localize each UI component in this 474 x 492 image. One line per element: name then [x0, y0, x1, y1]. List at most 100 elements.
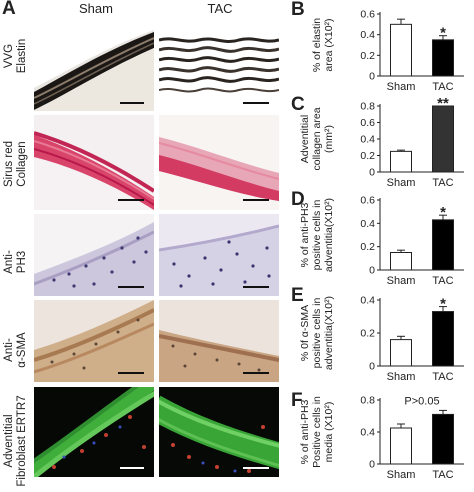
micrograph-sirius-sham	[34, 115, 154, 210]
scale-bar	[243, 467, 269, 469]
panel-letter-c: C	[291, 94, 305, 115]
y-axis-label: % of anti-PH3	[299, 202, 311, 267]
row-label-line: Anti-	[3, 338, 15, 362]
significance-annotation: **	[437, 95, 449, 112]
column-header-tac: TAC	[207, 1, 233, 16]
micrograph-ph3-tac	[159, 214, 279, 296]
y-axis-label: positive cells in	[311, 200, 323, 271]
y-axis-label: % 0f α-SMA	[299, 305, 311, 361]
scale-bar	[243, 199, 269, 201]
x-tick-label: TAC	[432, 275, 453, 287]
x-tick-label: Sham	[387, 81, 416, 93]
bar-sham	[390, 150, 412, 173]
x-tick-label: Sham	[387, 469, 416, 481]
y-axis-label: positive cells in	[311, 298, 323, 369]
chart-f-ph3-media: % of anti-PH3 Positive cells in media (X10…	[299, 395, 464, 481]
row-label-sirus-red: Sirus red Collagen	[3, 110, 33, 218]
panel-letter-a: A	[2, 0, 16, 19]
panel-letter-e: E	[291, 285, 304, 306]
scale-bar	[120, 102, 144, 104]
scale-bar	[243, 286, 269, 288]
micrograph-ertr7-sham	[34, 387, 154, 477]
y-tick-label: 0.2	[360, 150, 375, 162]
row-label-anti-sma: Anti- α-SMA	[3, 296, 33, 404]
micrograph-sma-sham	[34, 300, 154, 382]
bar-sham	[390, 23, 412, 77]
row-label-line: Collagen	[16, 141, 28, 187]
bar-tac	[432, 105, 454, 173]
y-tick-label: 0	[369, 459, 375, 471]
bar-tac	[432, 219, 454, 271]
scale-bar	[118, 372, 144, 374]
y-tick-label: 0	[369, 265, 375, 277]
significance-annotation: *	[440, 25, 446, 42]
row-label-line: Fibroblast ERTR7	[16, 395, 28, 487]
x-tick-label: TAC	[432, 177, 453, 189]
micrograph-ertr7-tac	[159, 387, 279, 477]
y-axis-label: Positive cells in	[311, 396, 323, 468]
y-tick-label: 0.4	[360, 295, 375, 307]
significance-annotation: P>0.05	[404, 395, 439, 407]
scale-bar	[118, 286, 144, 288]
micrograph-vvg-tac	[159, 18, 279, 111]
x-tick-label: TAC	[432, 81, 453, 93]
y-axis-label: adventitia(X10²)	[323, 198, 335, 272]
y-tick-label: 0.8	[360, 395, 375, 407]
row-label-vvg-elastin: VVG Elastin	[3, 2, 33, 110]
micrograph-sma-tac	[159, 300, 279, 382]
y-tick-label: 0	[369, 71, 375, 83]
y-axis-label: % of elastin	[311, 18, 323, 72]
y-tick-label: 0.8	[360, 101, 375, 113]
y-tick-label: 0	[369, 167, 375, 179]
bar-tac	[432, 39, 454, 77]
panel-letter-d: D	[291, 189, 305, 210]
y-axis-label: area (X10²)	[323, 18, 335, 71]
y-tick-label: 0	[369, 361, 375, 373]
micrograph-vvg-sham	[34, 18, 154, 111]
scale-bar	[243, 102, 269, 104]
chart-e-sma-adventitia: % 0f α-SMA positive cells in adventitia(X1…	[299, 295, 464, 383]
row-label-line: Elastin	[16, 38, 28, 74]
bar-sham	[390, 427, 412, 465]
y-axis-label: collagen area	[311, 107, 323, 170]
scale-bar	[243, 372, 269, 374]
column-header-sham: Sham	[79, 1, 113, 16]
scale-bar	[118, 199, 144, 201]
y-axis-label: media (X10²)	[323, 402, 335, 463]
row-label-line: VVG	[3, 43, 15, 69]
y-tick-label: 0.6	[360, 9, 375, 21]
row-label-line: Sirus red	[3, 140, 15, 188]
y-tick-label: 0.4	[360, 427, 375, 439]
y-tick-label: 0.6	[360, 195, 375, 207]
bar-sham	[390, 339, 412, 367]
y-axis-label: adventitia(X10²)	[323, 296, 335, 370]
x-tick-label: Sham	[387, 177, 416, 189]
y-tick-label: 0.6	[360, 117, 375, 129]
bar-sham	[390, 252, 412, 271]
x-tick-label: Sham	[387, 275, 416, 287]
panel-letter-b: B	[291, 0, 305, 20]
y-axis-label: (mm²)	[323, 125, 335, 153]
significance-annotation: *	[440, 204, 446, 221]
y-tick-label: 0.2	[360, 328, 375, 340]
bar-tac	[432, 413, 454, 465]
y-tick-label: 0.4	[360, 134, 375, 146]
x-tick-label: Sham	[387, 371, 416, 383]
row-label-line: α-SMA	[16, 332, 28, 368]
significance-annotation: *	[440, 296, 446, 313]
y-tick-label: 0.4	[360, 218, 375, 230]
micrograph-sirius-tac	[159, 115, 279, 210]
chart-d-ph3-adventitia: % of anti-PH3 positive cells in adventitia…	[299, 195, 464, 287]
row-label-ertr7: Adventitial Fibroblast ERTR7	[3, 390, 33, 492]
y-tick-label: 0.2	[360, 241, 375, 253]
y-tick-label: 0.2	[360, 50, 375, 62]
row-label-line: Adventitial	[3, 414, 15, 468]
y-axis-label: % of anti-PH3	[299, 399, 311, 464]
scale-bar	[120, 467, 144, 469]
micrograph-ph3-sham	[34, 214, 154, 296]
x-tick-label: TAC	[432, 469, 453, 481]
chart-c-collagen: Adventitial collagen area (mm²) 0 0.2 0.4 0.6 0…	[299, 95, 464, 189]
y-tick-label: 0.4	[360, 29, 375, 41]
y-axis-label: Adventitial	[299, 115, 311, 163]
bar-tac	[432, 311, 454, 367]
